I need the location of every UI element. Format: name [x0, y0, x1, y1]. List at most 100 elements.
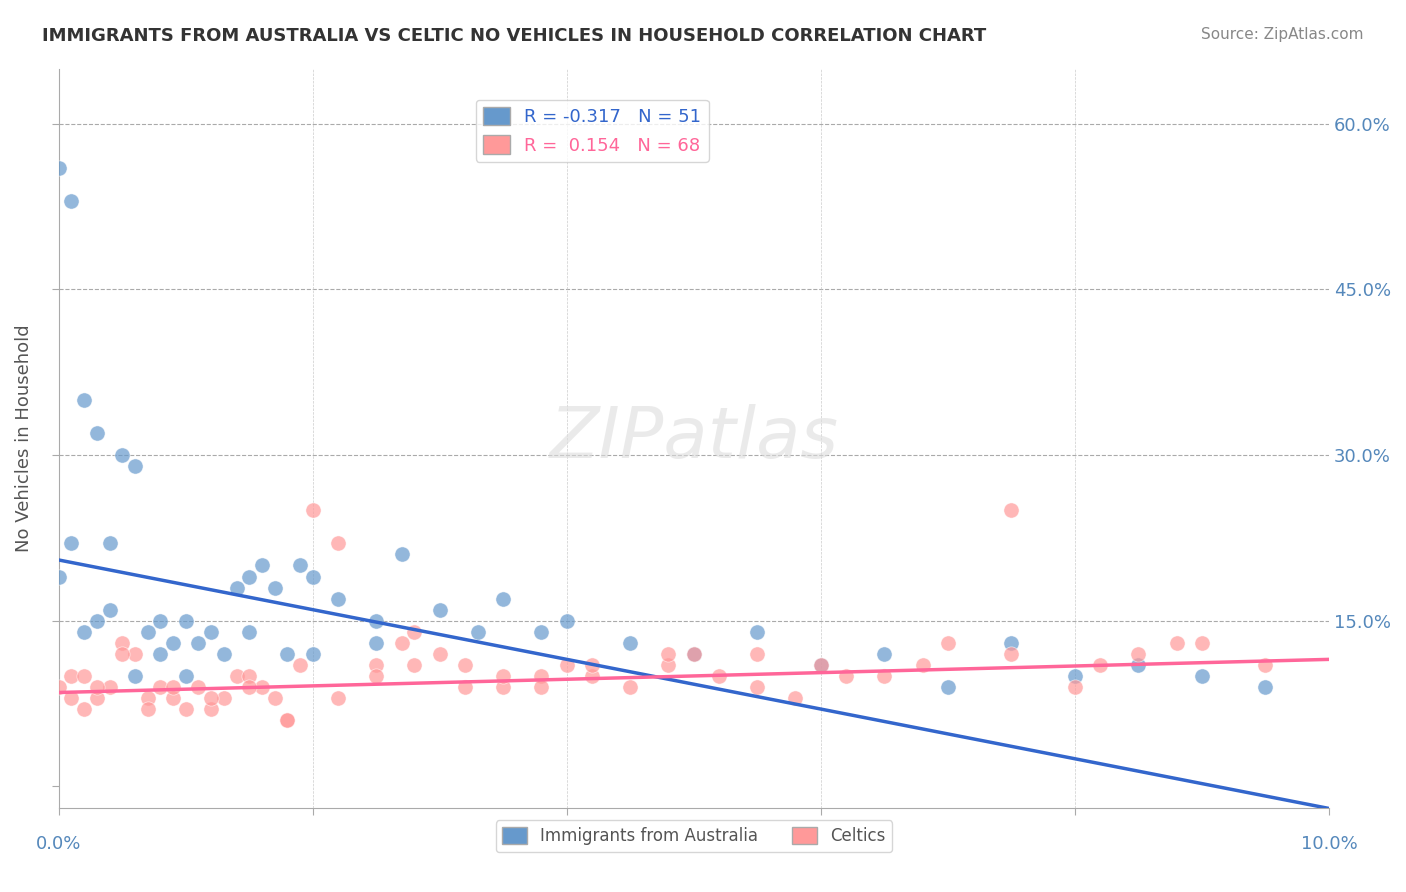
- Point: [174, 669, 197, 683]
- Point: [174, 702, 197, 716]
- Point: [581, 657, 603, 672]
- Point: [682, 647, 704, 661]
- Point: [391, 636, 413, 650]
- Point: [288, 558, 311, 573]
- Point: [555, 614, 578, 628]
- Point: [391, 548, 413, 562]
- Point: [136, 691, 159, 706]
- Point: [250, 558, 273, 573]
- Point: [366, 614, 388, 628]
- Point: [785, 691, 807, 706]
- Point: [492, 680, 515, 694]
- Point: [1000, 636, 1022, 650]
- Point: [682, 647, 704, 661]
- Point: [200, 702, 222, 716]
- Point: [136, 702, 159, 716]
- Point: [124, 459, 146, 474]
- Point: [1000, 647, 1022, 661]
- Point: [747, 647, 769, 661]
- Point: [1191, 669, 1213, 683]
- Point: [467, 624, 489, 639]
- Point: [162, 680, 184, 694]
- Point: [530, 669, 553, 683]
- Point: [873, 669, 896, 683]
- Point: [48, 680, 70, 694]
- Point: [238, 569, 260, 583]
- Point: [657, 647, 679, 661]
- Point: [366, 657, 388, 672]
- Point: [86, 425, 108, 440]
- Point: [60, 194, 83, 208]
- Point: [404, 657, 426, 672]
- Point: [301, 503, 323, 517]
- Point: [238, 680, 260, 694]
- Point: [111, 636, 134, 650]
- Point: [1064, 669, 1087, 683]
- Point: [212, 691, 235, 706]
- Text: 10.0%: 10.0%: [1301, 835, 1357, 853]
- Point: [238, 624, 260, 639]
- Point: [136, 624, 159, 639]
- Point: [328, 536, 350, 550]
- Point: [162, 636, 184, 650]
- Point: [530, 680, 553, 694]
- Point: [98, 680, 121, 694]
- Point: [250, 680, 273, 694]
- Point: [619, 680, 641, 694]
- Point: [149, 680, 172, 694]
- Point: [619, 636, 641, 650]
- Point: [657, 657, 679, 672]
- Point: [1000, 503, 1022, 517]
- Point: [873, 647, 896, 661]
- Point: [60, 669, 83, 683]
- Text: ZIPatlas: ZIPatlas: [550, 404, 838, 473]
- Point: [366, 636, 388, 650]
- Point: [429, 602, 451, 616]
- Point: [301, 647, 323, 661]
- Point: [212, 647, 235, 661]
- Point: [60, 536, 83, 550]
- Point: [73, 392, 96, 407]
- Point: [328, 591, 350, 606]
- Point: [709, 669, 731, 683]
- Point: [1090, 657, 1112, 672]
- Point: [1064, 680, 1087, 694]
- Point: [581, 669, 603, 683]
- Point: [111, 647, 134, 661]
- Point: [404, 624, 426, 639]
- Point: [86, 691, 108, 706]
- Point: [124, 647, 146, 661]
- Point: [111, 448, 134, 462]
- Point: [366, 669, 388, 683]
- Point: [48, 569, 70, 583]
- Point: [810, 657, 832, 672]
- Point: [48, 161, 70, 175]
- Point: [936, 680, 959, 694]
- Point: [86, 614, 108, 628]
- Point: [835, 669, 858, 683]
- Point: [555, 657, 578, 672]
- Point: [328, 691, 350, 706]
- Legend: Immigrants from Australia, Celtics: Immigrants from Australia, Celtics: [495, 821, 893, 852]
- Point: [73, 624, 96, 639]
- Point: [429, 647, 451, 661]
- Point: [1128, 657, 1150, 672]
- Point: [73, 669, 96, 683]
- Point: [263, 581, 285, 595]
- Point: [174, 614, 197, 628]
- Point: [810, 657, 832, 672]
- Point: [276, 713, 298, 727]
- Point: [1191, 636, 1213, 650]
- Point: [276, 647, 298, 661]
- Point: [747, 624, 769, 639]
- Point: [288, 657, 311, 672]
- Point: [149, 614, 172, 628]
- Point: [1254, 680, 1277, 694]
- Text: 0.0%: 0.0%: [37, 835, 82, 853]
- Point: [187, 636, 209, 650]
- Point: [301, 569, 323, 583]
- Point: [98, 602, 121, 616]
- Point: [86, 680, 108, 694]
- Point: [911, 657, 934, 672]
- Point: [454, 680, 477, 694]
